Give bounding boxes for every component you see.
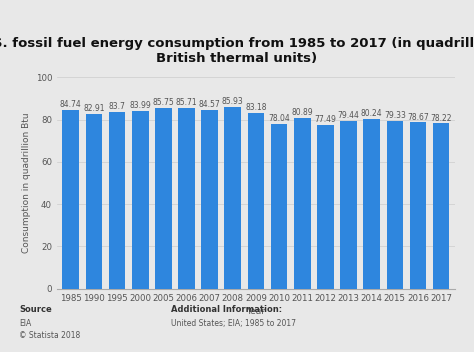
Bar bbox=[410, 122, 426, 289]
Text: 85.71: 85.71 bbox=[176, 98, 197, 107]
Text: 80.89: 80.89 bbox=[292, 108, 313, 117]
Text: United States; EIA; 1985 to 2017: United States; EIA; 1985 to 2017 bbox=[171, 319, 296, 328]
Text: 83.99: 83.99 bbox=[129, 101, 151, 111]
Text: 79.44: 79.44 bbox=[337, 111, 359, 120]
Y-axis label: Consumption in quadrillion Btu: Consumption in quadrillion Btu bbox=[22, 113, 31, 253]
X-axis label: Year: Year bbox=[246, 307, 265, 316]
Text: 83.7: 83.7 bbox=[109, 102, 126, 111]
Bar bbox=[225, 107, 241, 289]
Bar bbox=[155, 108, 172, 289]
Text: Source: Source bbox=[19, 304, 52, 314]
Text: 84.74: 84.74 bbox=[60, 100, 82, 109]
Bar bbox=[340, 121, 357, 289]
Bar bbox=[294, 118, 310, 289]
Text: 85.75: 85.75 bbox=[153, 98, 174, 107]
Bar bbox=[86, 114, 102, 289]
Bar bbox=[317, 125, 334, 289]
Bar bbox=[109, 112, 126, 289]
Text: 84.57: 84.57 bbox=[199, 100, 220, 109]
Text: U.S. fossil fuel energy consumption from 1985 to 2017 (in quadrillion
British th: U.S. fossil fuel energy consumption from… bbox=[0, 37, 474, 65]
Bar bbox=[63, 110, 79, 289]
Text: © Statista 2018: © Statista 2018 bbox=[19, 331, 80, 340]
Text: 78.22: 78.22 bbox=[430, 114, 452, 122]
Bar bbox=[247, 113, 264, 289]
Bar bbox=[386, 121, 403, 289]
Text: 85.93: 85.93 bbox=[222, 97, 244, 106]
Text: EIA: EIA bbox=[19, 319, 31, 328]
Bar bbox=[271, 124, 287, 289]
Bar bbox=[433, 124, 449, 289]
Text: 80.24: 80.24 bbox=[361, 109, 383, 118]
Bar bbox=[201, 110, 218, 289]
Text: Additional Information:: Additional Information: bbox=[171, 304, 282, 314]
Bar bbox=[364, 119, 380, 289]
Text: 78.04: 78.04 bbox=[268, 114, 290, 123]
Text: 77.49: 77.49 bbox=[314, 115, 337, 124]
Text: 79.33: 79.33 bbox=[384, 111, 406, 120]
Text: 78.67: 78.67 bbox=[407, 113, 429, 122]
Text: 83.18: 83.18 bbox=[245, 103, 267, 112]
Text: 82.91: 82.91 bbox=[83, 104, 105, 113]
Bar bbox=[178, 108, 195, 289]
Bar bbox=[132, 111, 148, 289]
